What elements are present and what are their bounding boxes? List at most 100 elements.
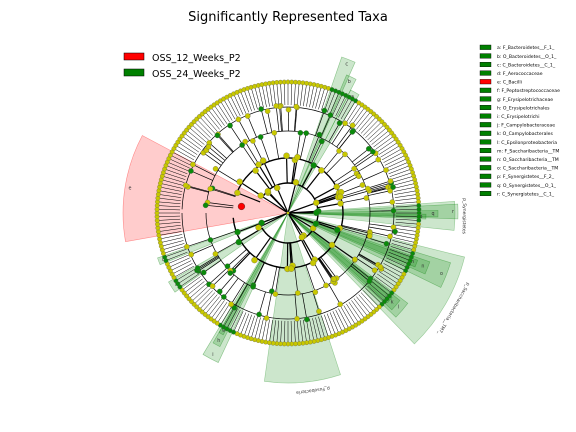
clade-node bbox=[227, 122, 233, 129]
clade-node bbox=[258, 106, 264, 112]
tree-branch bbox=[273, 132, 280, 159]
tree-branch bbox=[351, 148, 369, 163]
tree-branch bbox=[306, 84, 311, 107]
tree-branch bbox=[294, 107, 298, 132]
clade-node bbox=[293, 103, 299, 110]
taxa-legend-label-e: e: C_Bacilli bbox=[497, 80, 522, 86]
tree-branch bbox=[362, 169, 387, 181]
tree-branch bbox=[299, 133, 307, 160]
clade-node bbox=[310, 162, 317, 169]
tree-branch bbox=[318, 258, 334, 280]
taxonomy-nodes bbox=[154, 79, 422, 347]
clade-node bbox=[371, 267, 378, 274]
legend-label-24-weeks: OSS_24_Weeks_P2 bbox=[152, 69, 241, 80]
tree-branch bbox=[309, 85, 315, 108]
tree-branch bbox=[212, 269, 230, 287]
tree-branch bbox=[316, 222, 338, 231]
clade-node bbox=[316, 131, 323, 138]
tree-branch bbox=[395, 225, 418, 229]
tree-branch bbox=[363, 290, 379, 307]
tree-branch bbox=[158, 218, 181, 221]
tree-branch bbox=[171, 260, 192, 271]
tree-branch bbox=[384, 260, 405, 271]
taxa-legend-swatch-r bbox=[479, 190, 492, 196]
tree-branch bbox=[333, 244, 356, 260]
tree-branch bbox=[192, 164, 216, 177]
tree-branch bbox=[252, 262, 265, 287]
tree-branch bbox=[192, 285, 209, 302]
tree-branch bbox=[341, 197, 367, 204]
tree-branch bbox=[158, 205, 181, 208]
taxa-legend-label-d: d: F_Aerococcaceae bbox=[497, 71, 543, 77]
clade-node bbox=[352, 256, 358, 263]
clade-node bbox=[195, 265, 201, 271]
clade-node bbox=[334, 226, 341, 234]
tree-branch bbox=[227, 308, 238, 329]
clade-node bbox=[294, 316, 300, 322]
taxa-legend-label-l: l: C_Epsilonproteobacteria bbox=[497, 140, 557, 146]
tree-branch bbox=[164, 172, 186, 180]
tree-branch bbox=[233, 311, 244, 332]
tree-branch bbox=[293, 106, 297, 132]
clade-node bbox=[355, 173, 362, 179]
tree-branch bbox=[328, 122, 340, 143]
clade-node bbox=[297, 130, 304, 136]
tree-branch bbox=[318, 316, 325, 338]
tree-branch bbox=[294, 294, 298, 319]
tree-branch bbox=[395, 215, 418, 217]
tree-branch bbox=[230, 282, 245, 305]
tree-branch bbox=[393, 237, 415, 243]
tree-branch bbox=[258, 291, 266, 315]
taxa-legend-swatch-b bbox=[479, 53, 492, 59]
tree-branch bbox=[217, 303, 230, 323]
taxa-legend-swatch-k bbox=[479, 130, 492, 136]
tree-branch bbox=[346, 303, 359, 323]
tree-branch bbox=[210, 230, 237, 241]
tree-branch bbox=[329, 93, 339, 114]
tree-branch bbox=[258, 86, 264, 108]
tree-branch bbox=[324, 90, 332, 112]
tree-branch bbox=[197, 255, 219, 269]
tree-branch bbox=[388, 251, 410, 261]
tree-branch bbox=[265, 84, 270, 107]
clade-letter-c: c bbox=[345, 63, 348, 68]
clade-node bbox=[255, 224, 262, 231]
tree-branch bbox=[373, 133, 392, 148]
clade-node bbox=[295, 290, 301, 296]
tree-branch bbox=[393, 186, 416, 192]
tree-branch bbox=[394, 194, 417, 198]
taxa-legend-label-j: j: F_Campylobacteraceae bbox=[496, 123, 555, 129]
tree-branch bbox=[315, 87, 322, 109]
tree-branch bbox=[158, 197, 181, 201]
tree-branch bbox=[217, 103, 230, 123]
tree-branch bbox=[161, 237, 183, 243]
tree-branch bbox=[272, 83, 276, 106]
clade-sector-e bbox=[122, 135, 289, 242]
tree-branch bbox=[230, 251, 250, 271]
taxa-legend-label-b: b: O_Bacteroidetes__O_1_ bbox=[497, 54, 557, 60]
clade-node bbox=[250, 138, 256, 144]
tree-branch bbox=[158, 201, 181, 205]
tree-branch bbox=[285, 155, 288, 184]
clade-node bbox=[202, 202, 209, 209]
tree-branch bbox=[211, 300, 225, 319]
tree-branch bbox=[332, 94, 343, 115]
legend-swatch-24-weeks bbox=[123, 68, 145, 77]
clade-sector-h bbox=[212, 212, 289, 348]
clade-letter-l: l bbox=[398, 305, 399, 311]
tree-branch bbox=[194, 122, 211, 138]
tree-branch bbox=[163, 176, 185, 183]
tree-branch bbox=[395, 197, 418, 201]
tree-branch bbox=[317, 258, 334, 282]
tree-branch bbox=[346, 103, 359, 123]
tree-branch bbox=[158, 221, 181, 225]
tree-branch bbox=[258, 164, 273, 188]
tree-branch bbox=[394, 231, 417, 236]
taxa-legend-label-p: p: F_Synergistetes__F_2_ bbox=[497, 174, 555, 180]
tree-branch bbox=[158, 209, 181, 211]
tree-branch bbox=[377, 273, 396, 287]
tree-branch bbox=[340, 99, 353, 120]
tree-branch bbox=[186, 238, 211, 248]
tree-branch bbox=[386, 158, 407, 169]
taxa-legend-label-g: g: F_Erysipelotrichaceae bbox=[497, 97, 553, 103]
